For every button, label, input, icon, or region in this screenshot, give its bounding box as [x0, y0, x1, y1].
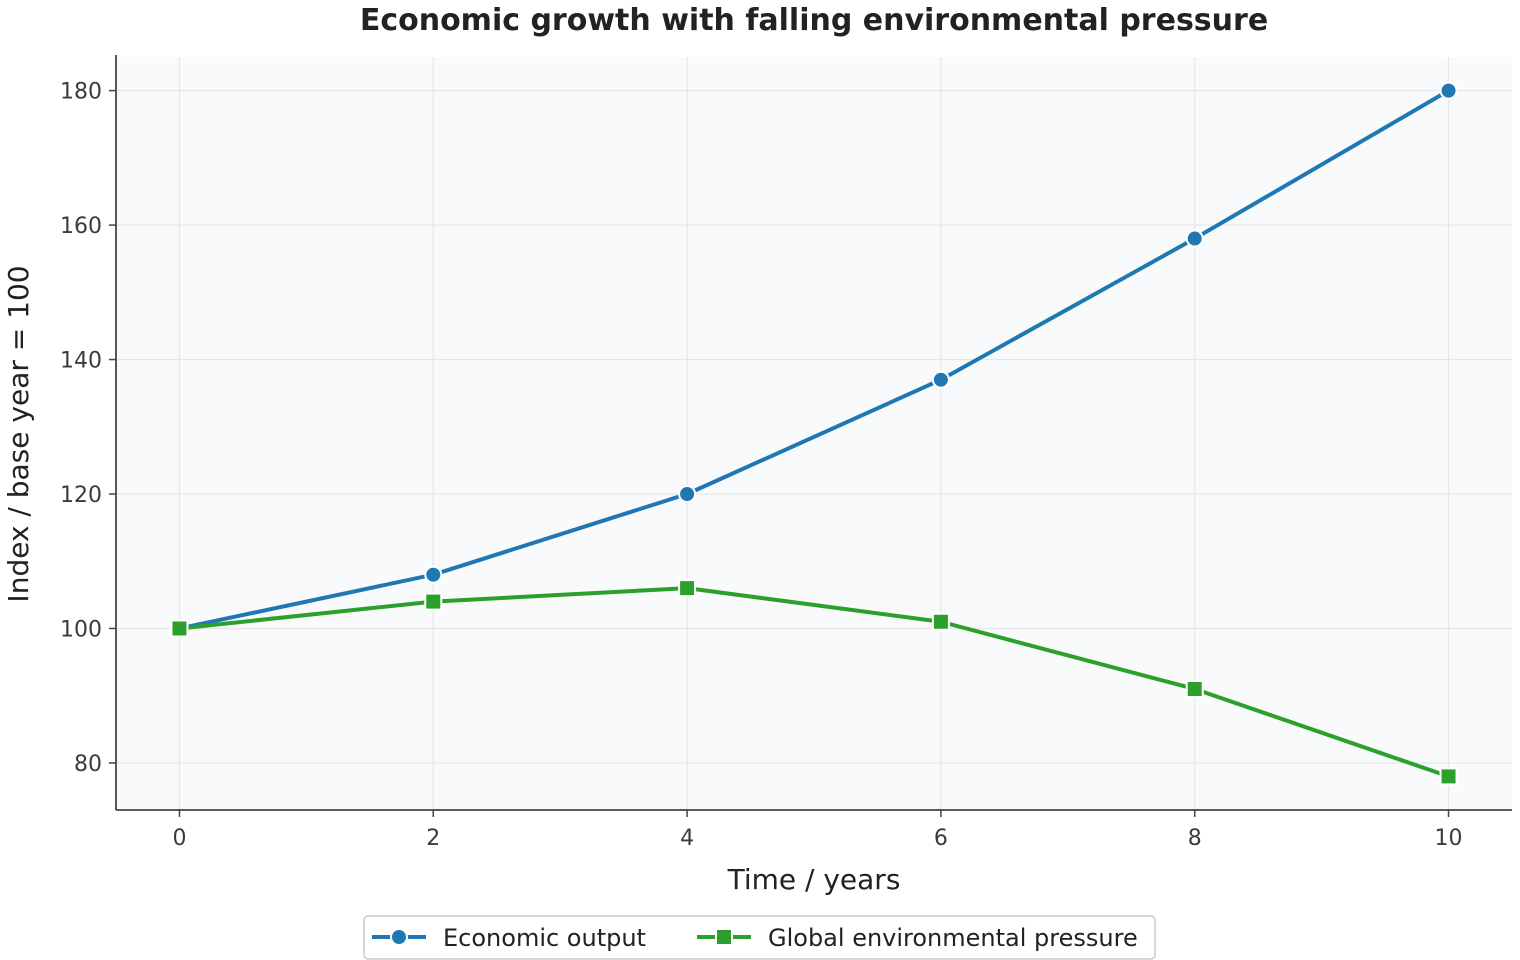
legend: Economic output Global environmental pres…	[363, 915, 1156, 960]
x-tick-label: 8	[1188, 826, 1202, 851]
data-point	[931, 370, 950, 389]
legend-label: Global environmental pressure	[768, 924, 1138, 952]
gridlines	[116, 57, 1512, 810]
legend-box	[363, 915, 1156, 960]
data-point	[678, 579, 697, 598]
series-global-environmental-pressure	[170, 579, 1458, 786]
data-point	[931, 612, 950, 631]
x-axis-label: Time / years	[727, 863, 901, 896]
axes	[115, 55, 1512, 811]
data-point	[424, 565, 443, 584]
y-tick-label: 120	[60, 483, 102, 508]
x-tick-label: 4	[680, 826, 694, 851]
legend-item-global-environmental-pressure: Global environmental pressure	[697, 924, 1138, 952]
y-axis-label: Index / base year = 100	[2, 265, 35, 602]
x-tick-label: 6	[934, 826, 948, 851]
plot-area	[116, 57, 1512, 810]
y-tick-label: 160	[60, 214, 102, 239]
y-axis-ticks: 80 100 120 140 160 180	[60, 80, 116, 777]
y-tick-label: 100	[60, 617, 102, 642]
data-point	[1439, 81, 1458, 100]
series-line-economic-output	[177, 88, 1451, 631]
data-point	[1185, 679, 1204, 698]
data-point	[424, 592, 443, 611]
data-point	[170, 619, 189, 638]
legend-label: Economic output	[443, 924, 646, 952]
x-tick-label: 2	[426, 826, 440, 851]
data-point	[1439, 767, 1458, 786]
chart-title: Economic growth with falling environment…	[360, 3, 1268, 38]
y-tick-label: 80	[74, 752, 102, 777]
x-tick-label: 0	[172, 826, 186, 851]
legend-item-economic-output: Economic output	[372, 924, 646, 952]
y-tick-label: 180	[60, 80, 102, 105]
legend-marker	[715, 928, 733, 946]
data-point	[678, 485, 697, 504]
x-tick-label: 10	[1435, 826, 1463, 851]
x-axis-ticks: 0 2 4 6 8 10	[172, 810, 1463, 851]
series-line-global-environmental-pressure	[177, 586, 1451, 779]
y-tick-label: 140	[60, 349, 102, 374]
data-point	[1185, 229, 1204, 248]
series-layer	[170, 81, 1458, 786]
legend-marker	[390, 928, 408, 946]
